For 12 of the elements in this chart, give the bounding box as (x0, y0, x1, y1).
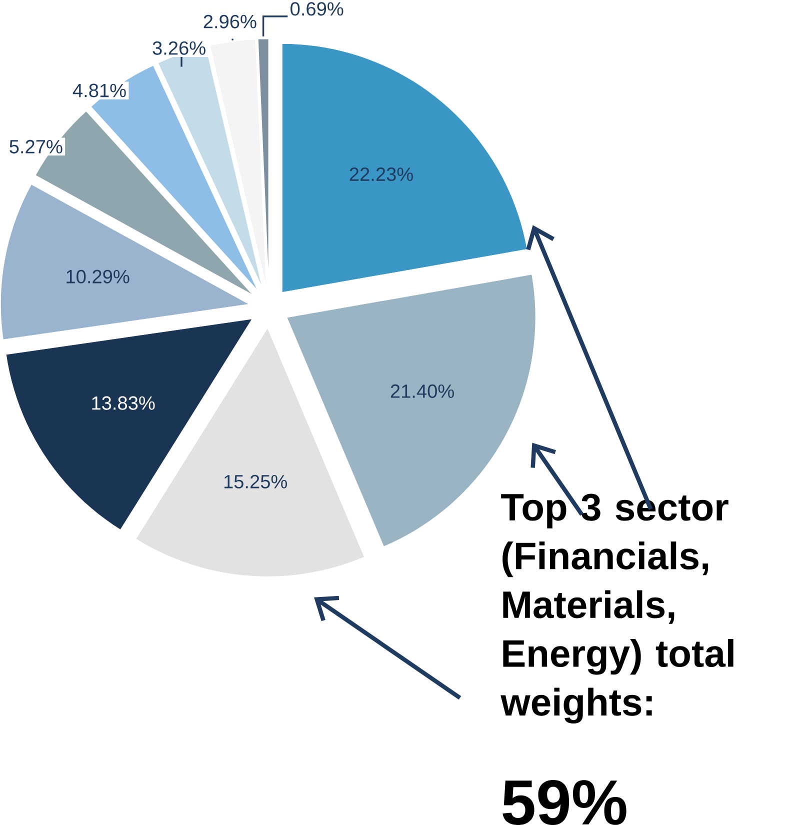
text: 59% (502, 780, 626, 825)
data-label: 13.83% (92, 396, 155, 410)
data-label: 2.96% (204, 14, 256, 28)
data-label: 3.26% (152, 41, 206, 55)
data-label: 10.29% (66, 270, 130, 284)
data-label: 21.40% (391, 384, 454, 398)
data-label: 4.81% (73, 84, 126, 98)
data-label: 15.25% (224, 474, 288, 488)
data-label: 5.27% (10, 140, 62, 154)
text: Top 3 sector (Financials, Materials, Energy) total weights: (500, 494, 734, 724)
data-label: 22.23% (350, 167, 414, 182)
data-label: 0.69% (290, 2, 344, 16)
